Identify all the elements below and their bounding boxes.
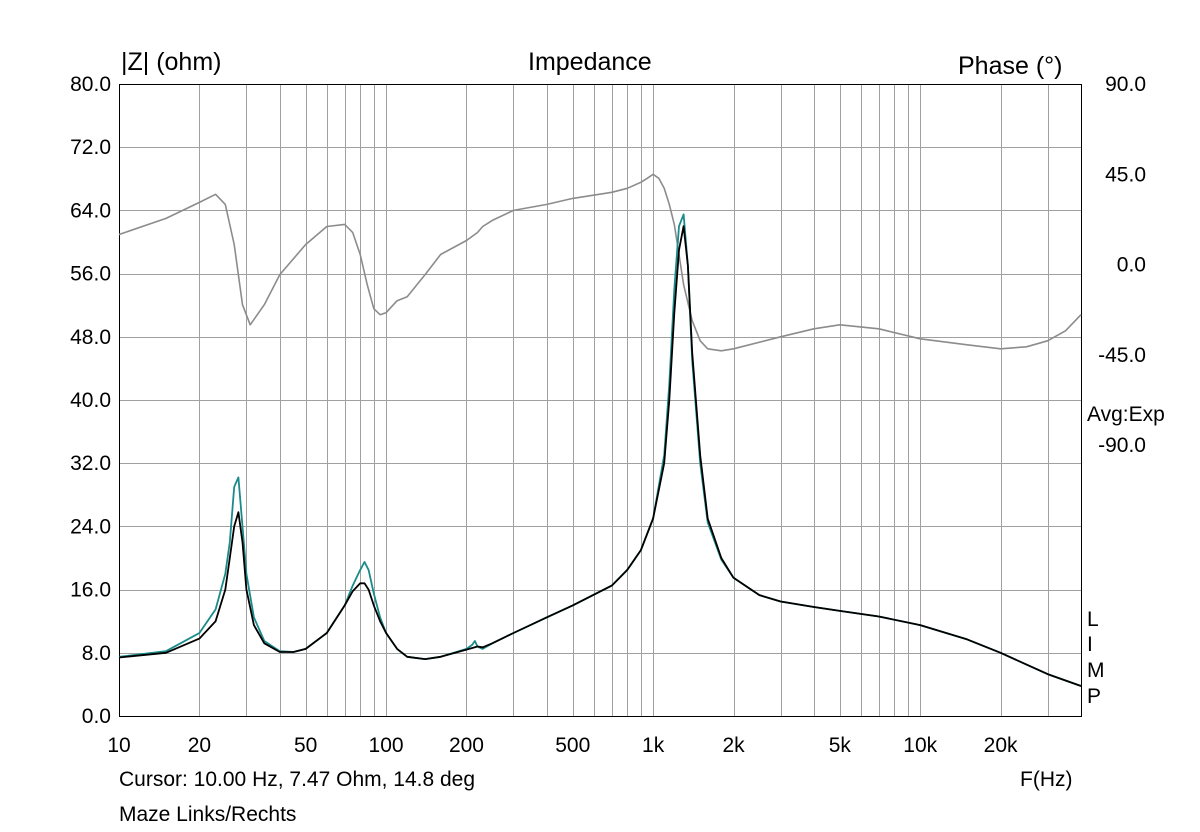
side-letter-p: P — [1087, 685, 1102, 708]
chart-title: Impedance — [528, 48, 652, 76]
grid — [119, 84, 1081, 716]
x-axis-label: F(Hz) — [1020, 768, 1073, 791]
y-axis-label: |Z| (ohm) — [121, 48, 222, 76]
ticks-layer: 10 20 50 100 200 500 1k 2k 5k 10k 20k 0.0 8.0 16.0 24.… — [70, 73, 1146, 757]
y2-tick-label: -90.0 — [1098, 434, 1146, 457]
series-layer — [118, 173, 1082, 687]
x-tick-label: 500 — [555, 734, 590, 757]
y-tick-label: 72.0 — [70, 136, 111, 159]
side-letter-l: L — [1087, 608, 1099, 631]
y-tick-label: 64.0 — [70, 199, 111, 222]
cursor-readout: Cursor: 10.00 Hz, 7.47 Ohm, 14.8 deg — [119, 768, 476, 791]
series-line-impedance-2 — [118, 225, 1082, 687]
x-tick-label: 2k — [722, 734, 745, 757]
x-tick-label: 20 — [188, 734, 211, 757]
y-tick-label: 80.0 — [70, 73, 111, 96]
y-tick-label: 32.0 — [70, 452, 111, 475]
y2-tick-label: 45.0 — [1105, 163, 1146, 186]
series-line-phase — [118, 173, 1082, 352]
x-tick-label: 20k — [984, 734, 1018, 757]
series-line-impedance-1 — [118, 213, 1082, 687]
y2-tick-label: 90.0 — [1105, 73, 1146, 96]
y-tick-label: 16.0 — [70, 579, 111, 602]
y-tick-label: 24.0 — [70, 515, 111, 538]
y2-axis-label: Phase (°) — [958, 52, 1063, 80]
x-tick-label: 10 — [107, 734, 130, 757]
chart-caption: Maze Links/Rechts — [119, 803, 297, 826]
x-tick-label: 50 — [294, 734, 317, 757]
side-letter-m: M — [1087, 659, 1105, 682]
y-tick-label: 56.0 — [70, 263, 111, 286]
x-tick-label: 10k — [903, 734, 937, 757]
y2-tick-label: 0.0 — [1117, 254, 1146, 277]
avg-label: Avg:Exp — [1087, 403, 1165, 426]
plot-frame — [119, 84, 1082, 717]
x-tick-label: 100 — [369, 734, 404, 757]
x-tick-label: 1k — [642, 734, 665, 757]
x-tick-label: 5k — [829, 734, 852, 757]
side-letter-i: I — [1087, 633, 1093, 656]
y-tick-label: 8.0 — [82, 642, 111, 665]
y-tick-label: 40.0 — [70, 389, 111, 412]
x-tick-label: 200 — [449, 734, 484, 757]
y-tick-label: 0.0 — [82, 705, 111, 728]
y-tick-label: 48.0 — [70, 326, 111, 349]
y2-tick-label: -45.0 — [1098, 344, 1146, 367]
